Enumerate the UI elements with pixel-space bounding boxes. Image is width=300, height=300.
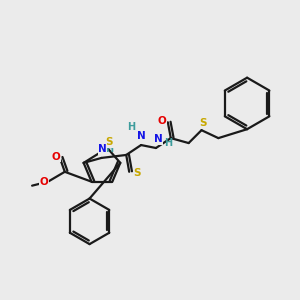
Text: N: N xyxy=(98,144,107,154)
Text: O: O xyxy=(158,116,166,126)
Text: O: O xyxy=(40,177,48,187)
Text: N: N xyxy=(137,131,146,141)
Text: O: O xyxy=(52,152,60,162)
Text: S: S xyxy=(106,137,113,147)
Text: H: H xyxy=(127,122,135,132)
Text: S: S xyxy=(134,168,141,178)
Text: H: H xyxy=(105,144,113,154)
Text: N: N xyxy=(154,134,162,144)
Text: H: H xyxy=(164,138,172,148)
Text: S: S xyxy=(200,118,207,128)
